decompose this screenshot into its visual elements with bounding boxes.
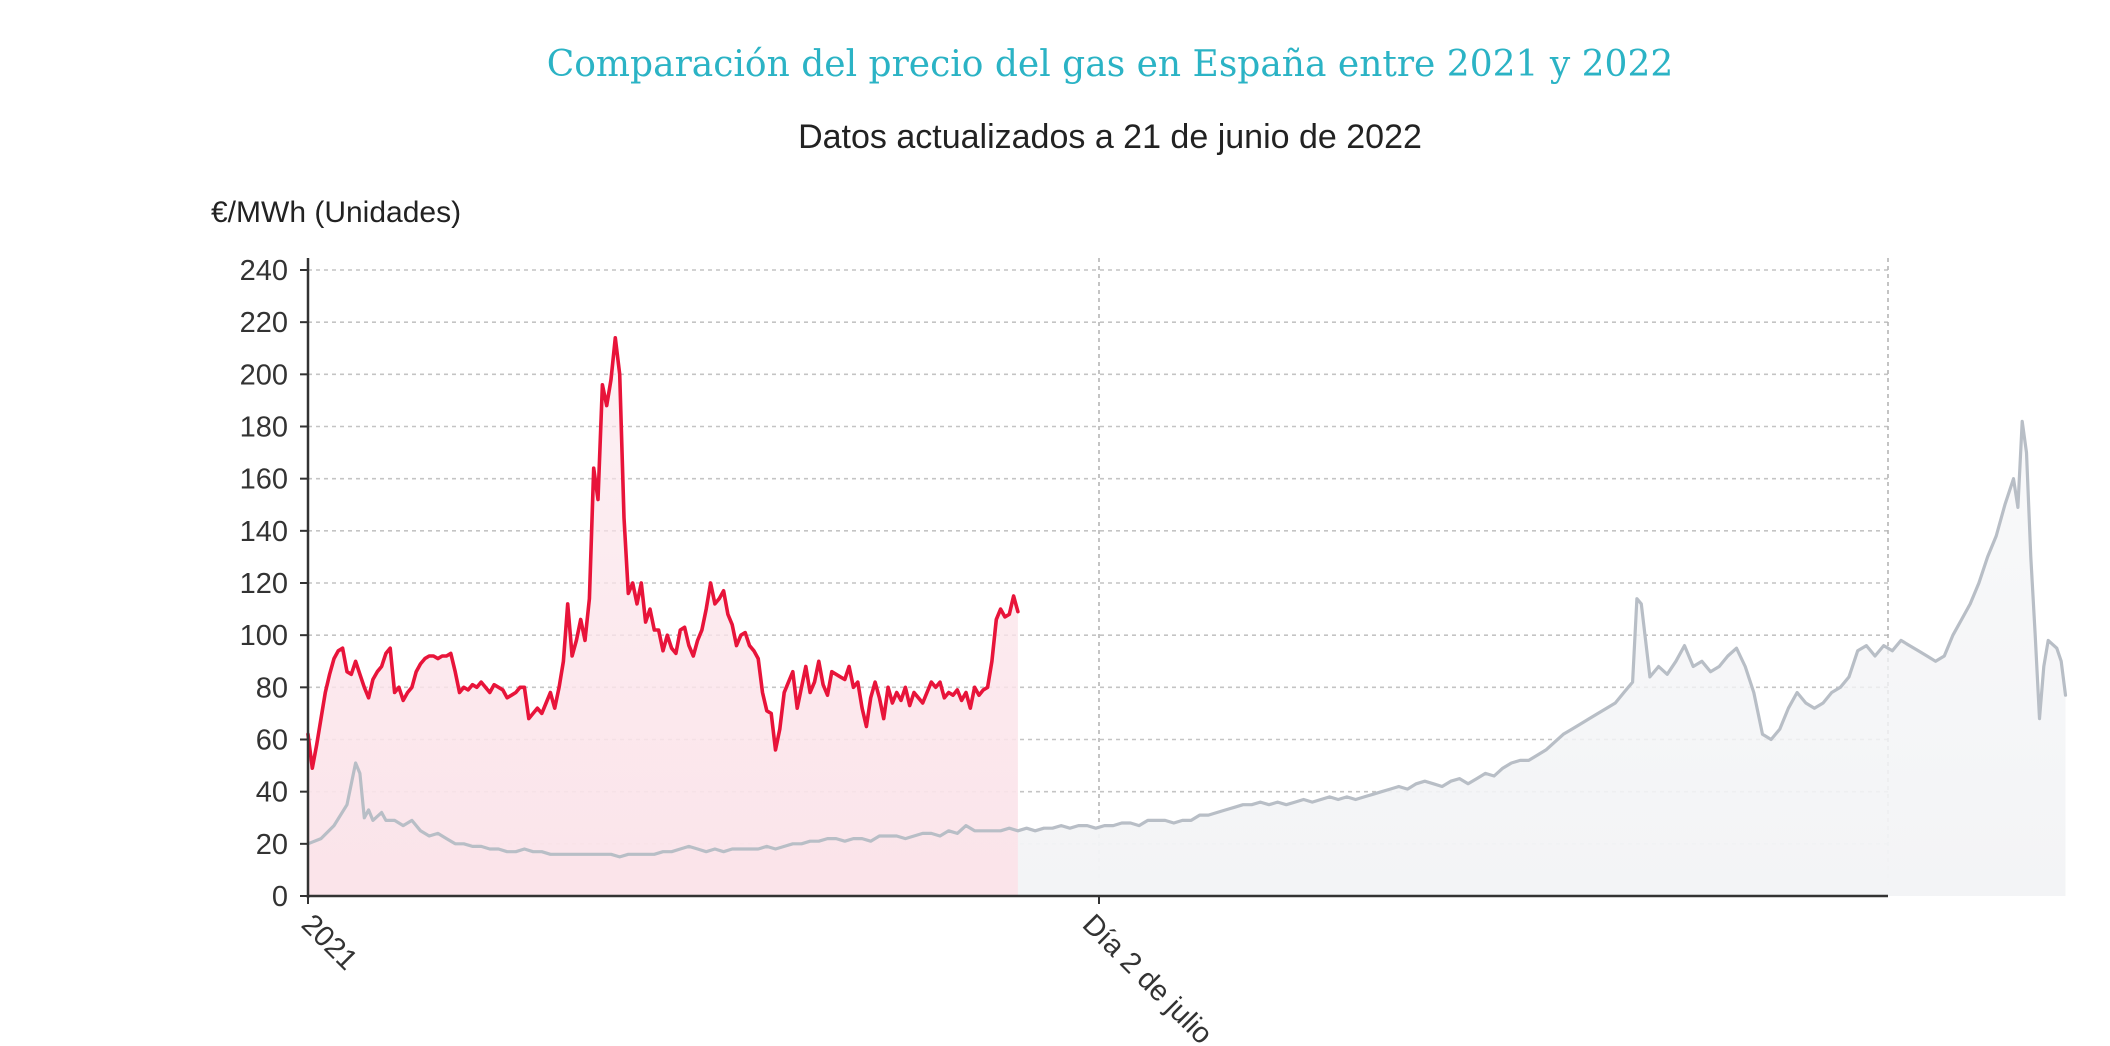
y-tick-label: 60: [256, 725, 288, 757]
y-tick-label: 140: [240, 516, 288, 548]
y-tick-label: 40: [256, 777, 288, 809]
series-area: [308, 337, 1018, 896]
y-axis-title: €/MWh (Unidades): [211, 196, 461, 229]
x-tick-label: Día 2 de julio: [1076, 908, 1218, 1046]
chart-title: Comparación del precio del gas en España…: [547, 44, 1674, 85]
chart-subtitle: Datos actualizados a 21 de junio de 2022: [798, 118, 1422, 156]
axes: [300, 258, 1888, 904]
y-tick-label: 180: [240, 412, 288, 444]
series-line: [306, 336, 1020, 770]
series-lines: [306, 336, 2068, 859]
y-tick-label: 0: [272, 881, 288, 913]
y-tick-label: 240: [240, 255, 288, 287]
series-line: [306, 419, 2068, 859]
series-areas: [308, 337, 2066, 896]
y-tick-label: 220: [240, 307, 288, 339]
y-tick-label: 160: [240, 464, 288, 496]
y-tick-label: 100: [240, 620, 288, 652]
y-tick-labels: 0 20 40 60 80 100 120 140 160 180 200 220 240: [240, 255, 288, 913]
y-tick-label: 20: [256, 829, 288, 861]
y-tick-label: 120: [240, 568, 288, 600]
y-tick-label: 200: [240, 359, 288, 391]
x-tick-label: 2021: [295, 908, 363, 976]
x-tick-labels: 2021 Día 2 de julio: [295, 908, 1218, 1046]
y-tick-label: 80: [256, 672, 288, 704]
series-area: [308, 421, 2066, 896]
